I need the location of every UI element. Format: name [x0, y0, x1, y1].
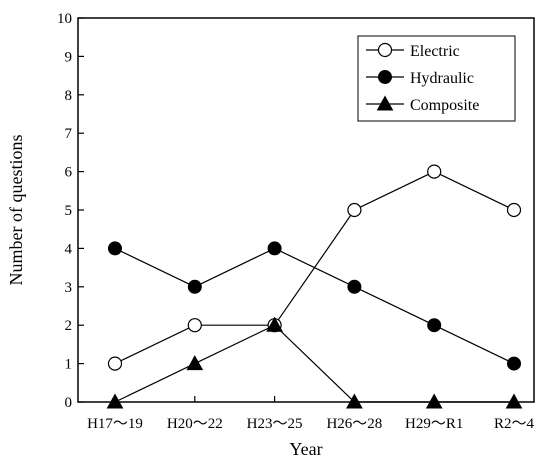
x-axis-tick-labels: H17～19 H20～22 H23～25 H26～28 H29～R1 R2～4	[87, 416, 534, 432]
legend-label-hydraulic: Hydraulic	[410, 70, 474, 87]
data-point-composite	[186, 355, 204, 371]
data-point-hydraulic	[507, 356, 521, 371]
x-tick-label: H20～22	[167, 416, 223, 432]
y-tick-label: 1	[65, 357, 73, 373]
x-tick-label: R2～4	[494, 416, 535, 432]
data-point-hydraulic	[267, 241, 282, 256]
data-point-hydraulic	[347, 279, 362, 294]
y-tick-label: 10	[57, 11, 72, 27]
legend-item-electric: Electric	[366, 42, 460, 60]
legend-label-electric: Electric	[410, 43, 460, 60]
x-axis-ticks	[114, 396, 515, 402]
series-layer	[106, 164, 523, 409]
y-tick-label: 8	[65, 88, 73, 104]
y-tick-label: 2	[65, 318, 73, 334]
y-axis-ticks	[78, 17, 84, 403]
y-axis-label: Number of questions	[6, 135, 26, 286]
data-point-composite	[425, 393, 443, 409]
legend-label-composite: Composite	[410, 97, 479, 114]
data-point-hydraulic	[108, 241, 122, 256]
legend-items: Electric Hydraulic Composite	[366, 42, 479, 114]
series-line-hydraulic	[114, 247, 515, 365]
data-point-electric	[107, 356, 123, 371]
data-point-electric	[506, 202, 522, 218]
x-tick-label: H23～25	[247, 416, 303, 432]
y-tick-label: 9	[65, 49, 73, 65]
y-tick-label: 0	[65, 395, 73, 411]
data-point-electric	[347, 202, 362, 218]
legend-marker-hydraulic	[378, 70, 392, 84]
y-axis-tick-labels: 0 1 2 3 4 5 6 7 8 9 10	[57, 11, 73, 411]
data-point-hydraulic	[427, 318, 442, 333]
legend-item-hydraulic: Hydraulic	[366, 70, 474, 87]
legend: Electric Hydraulic Composite	[357, 35, 516, 122]
data-point-composite	[346, 393, 363, 409]
data-point-composite	[106, 393, 124, 409]
data-point-electric	[187, 318, 202, 333]
data-point-hydraulic	[187, 279, 202, 294]
x-tick-label: H17～19	[87, 416, 143, 432]
legend-item-composite: Composite	[366, 95, 479, 114]
y-tick-label: 7	[65, 126, 73, 142]
data-point-electric	[427, 164, 442, 179]
y-tick-label: 3	[65, 280, 73, 296]
y-tick-label: 6	[65, 165, 73, 181]
x-axis-label: Year	[289, 439, 322, 459]
series-line-composite	[114, 324, 514, 403]
x-tick-label: H29～R1	[405, 416, 463, 432]
legend-marker-electric	[377, 42, 393, 58]
legend-marker-composite	[376, 95, 394, 111]
series-composite	[106, 316, 523, 409]
series-hydraulic	[108, 241, 521, 371]
x-tick-label: H26～28	[326, 416, 382, 432]
y-tick-label: 5	[65, 203, 73, 219]
y-tick-label: 4	[65, 241, 73, 257]
data-point-composite	[266, 316, 283, 332]
data-point-composite	[505, 393, 523, 409]
